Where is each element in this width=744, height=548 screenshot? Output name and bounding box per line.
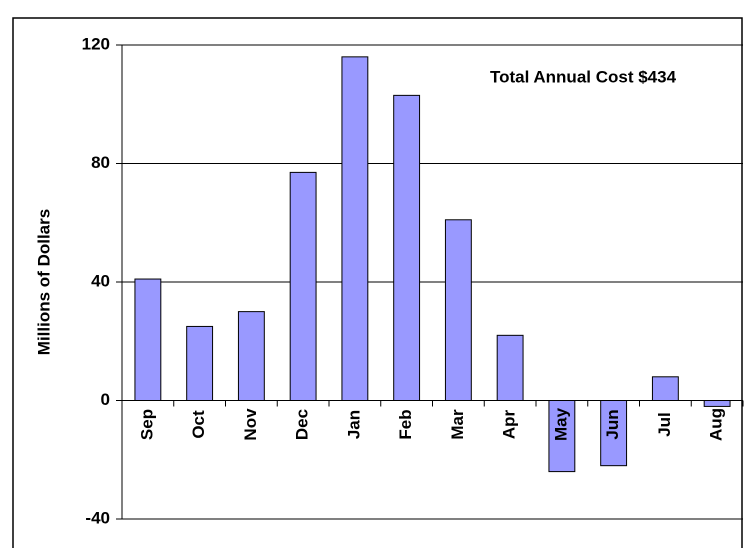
x-tick-label: May xyxy=(551,407,570,441)
y-tick-label: 80 xyxy=(91,153,110,172)
y-tick-label: 120 xyxy=(82,34,110,53)
y-tick-label: 40 xyxy=(91,271,110,290)
bar xyxy=(341,56,369,401)
bar xyxy=(496,334,524,402)
x-tick-label: Jan xyxy=(344,410,363,439)
x-tick-label: Aug xyxy=(707,408,726,441)
x-tick-label: Mar xyxy=(448,409,467,440)
x-tick-label: Feb xyxy=(396,409,415,439)
x-tick-label: Jun xyxy=(603,409,622,439)
x-tick-label: Dec xyxy=(293,409,312,440)
y-tick-label: -40 xyxy=(85,508,110,527)
bar xyxy=(703,400,731,407)
x-tick-label: Nov xyxy=(241,408,260,441)
bar xyxy=(186,325,214,401)
annotation: Total Annual Cost $434 xyxy=(490,67,677,86)
bar xyxy=(237,311,265,401)
x-tick-label: Oct xyxy=(189,410,208,439)
y-axis-label: Millions of Dollars xyxy=(34,209,53,355)
bar xyxy=(134,278,162,402)
bar xyxy=(289,171,317,401)
bar xyxy=(651,376,679,401)
x-tick-label: Jul xyxy=(655,412,674,437)
x-tick-label: Apr xyxy=(500,409,519,439)
bar xyxy=(393,94,421,402)
x-tick-label: Sep xyxy=(137,409,156,440)
bar xyxy=(444,219,472,401)
bar xyxy=(548,400,576,473)
y-tick-label: 0 xyxy=(101,390,110,409)
